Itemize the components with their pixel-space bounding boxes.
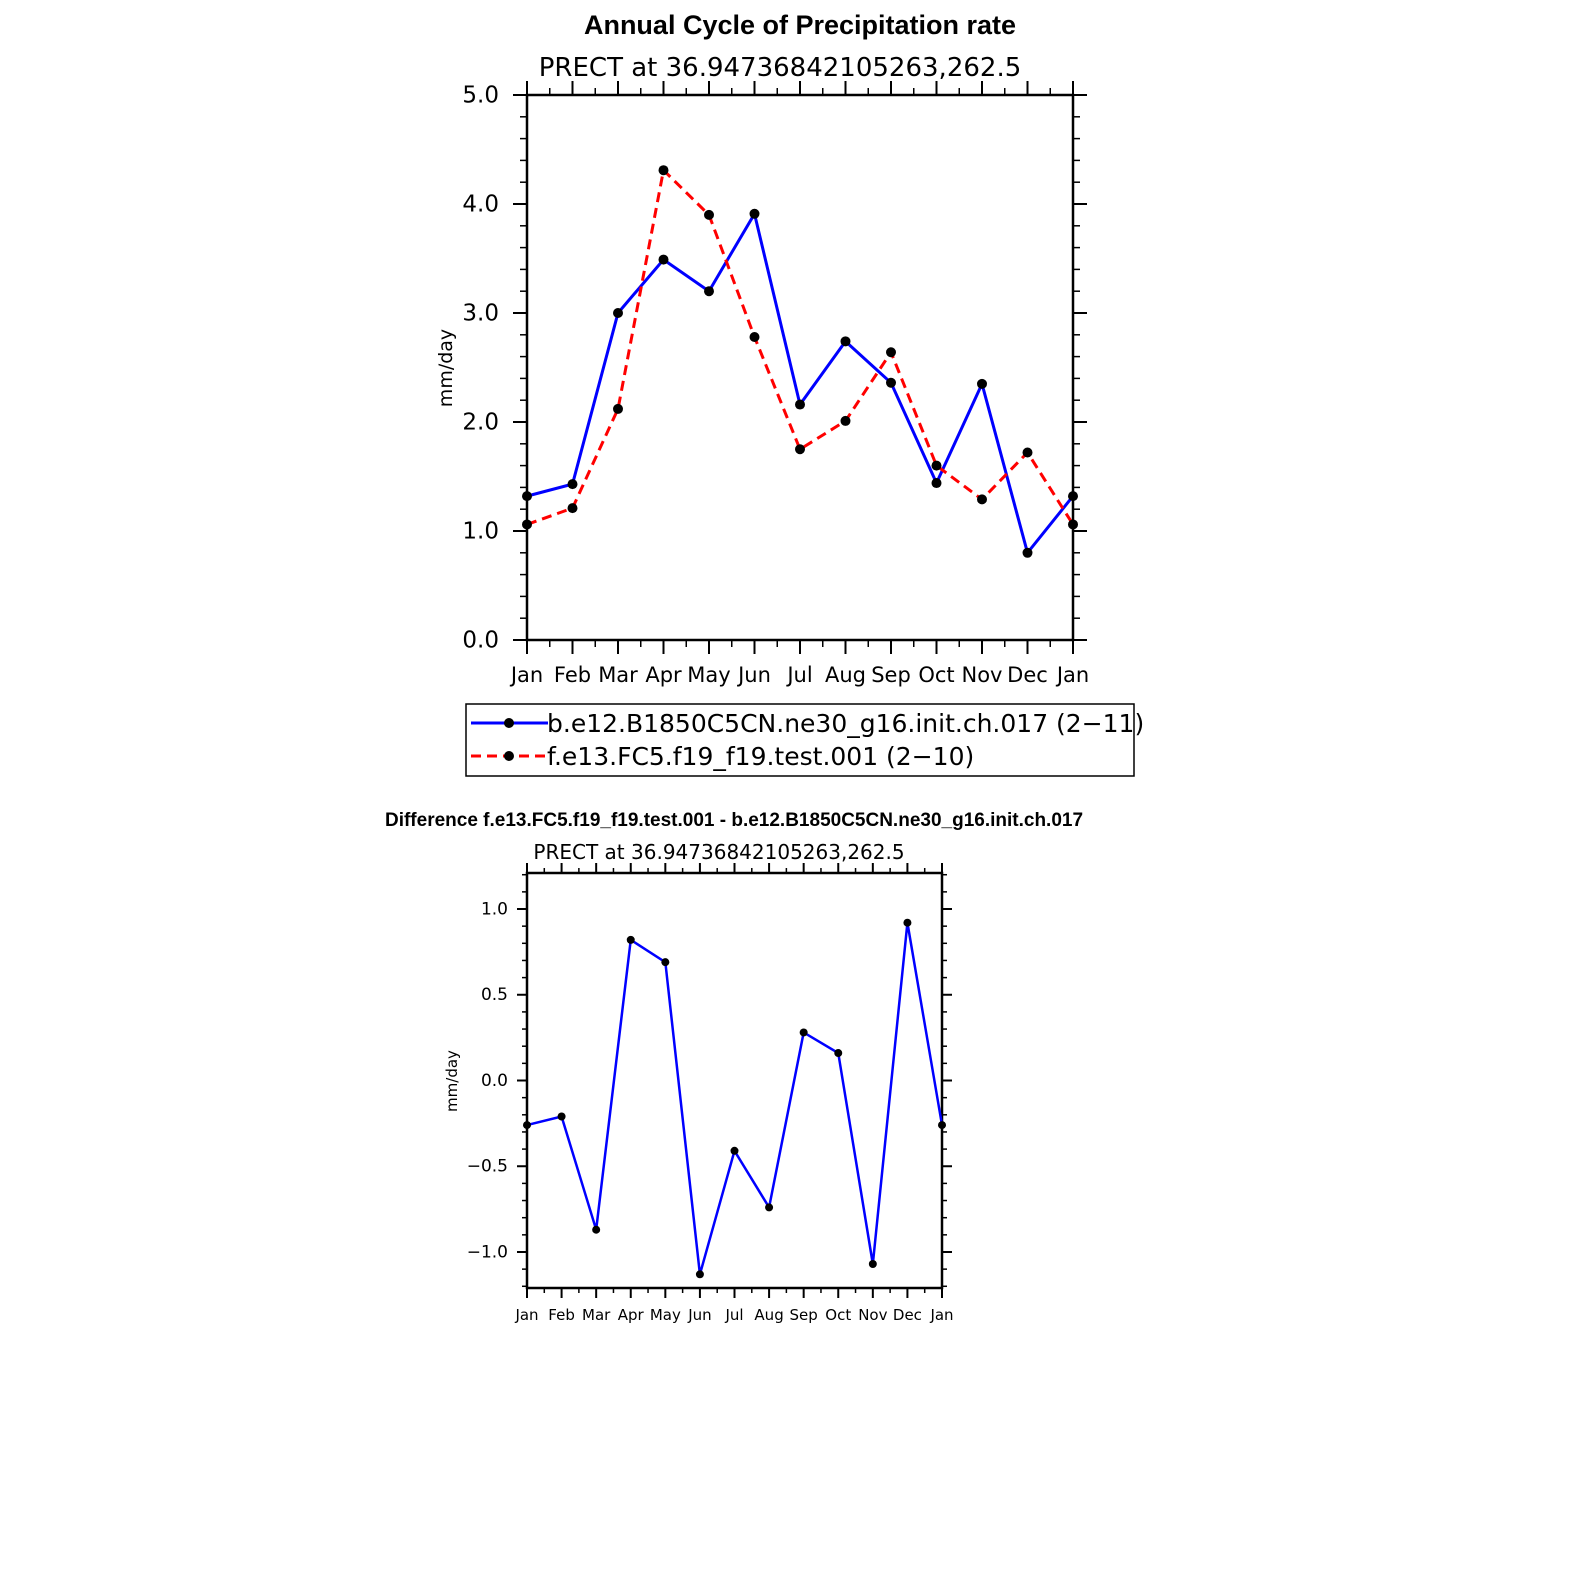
- bottom-xtick-label: Aug: [754, 1306, 783, 1324]
- top-frame: [525, 93, 1075, 642]
- top-series-1-point: [704, 286, 714, 297]
- top-ytick-label: 5.0: [462, 83, 499, 109]
- top-series-1-point: [931, 478, 942, 489]
- top-xtick-label: Jun: [736, 663, 771, 687]
- top-series-1-point: [795, 399, 805, 410]
- top-series-1-point: [1068, 491, 1078, 502]
- bottom-chart-ylabel: mm/day: [443, 1050, 461, 1112]
- bottom-series-1-point: [730, 1146, 739, 1155]
- top-series-1-point: [1022, 547, 1033, 558]
- bottom-xtick-label: May: [650, 1306, 681, 1324]
- top-xtick-label: Aug: [825, 663, 866, 687]
- top-series-2-point: [886, 347, 896, 358]
- top-ytick-label: 0.0: [462, 628, 499, 654]
- top-series-1-point: [977, 378, 987, 389]
- top-xtick-label: Oct: [918, 663, 954, 687]
- top-series-2-point: [658, 165, 669, 176]
- top-series-2-point: [977, 494, 987, 505]
- top-series-2-point: [1068, 519, 1078, 530]
- top-xtick-label: Sep: [871, 663, 911, 687]
- top-series-1-point: [658, 254, 669, 265]
- top-series-2-point: [567, 503, 578, 514]
- top-series-2-point: [931, 460, 942, 471]
- bottom-xtick-label: Apr: [618, 1306, 645, 1324]
- top-xtick-label: Feb: [554, 663, 591, 687]
- bottom-xtick-label: Nov: [858, 1306, 887, 1324]
- top-series-2-point: [522, 519, 532, 530]
- top-series-1-point: [749, 208, 760, 219]
- bottom-series-1-point: [903, 918, 912, 927]
- bottom-series-1-point: [592, 1225, 601, 1234]
- bottom-xtick-label: Jul: [724, 1306, 743, 1324]
- bottom-ytick-label: 0.0: [481, 1071, 508, 1091]
- top-series-1-line: [526, 209, 1075, 557]
- legend-label-series-1: b.e12.B1850C5CN.ne30_g16.init.ch.017 (2−…: [547, 709, 1144, 738]
- top-ytick-label: 1.0: [462, 519, 499, 545]
- bottom-plot-area: Jan Feb Mar Apr May Jun Jul Aug Sep Oct Nov Dec Jan −…: [467, 863, 954, 1324]
- bottom-ytick-label: −0.5: [467, 1157, 508, 1177]
- top-series-2-point: [1022, 447, 1033, 458]
- bottom-ytick-label: 1.0: [481, 899, 508, 919]
- top-series-1-point: [522, 491, 532, 502]
- bottom-xtick-label: Jan: [929, 1306, 953, 1324]
- top-ytick-label: 3.0: [462, 301, 499, 327]
- bottom-xtick-label: Sep: [790, 1306, 818, 1324]
- bottom-series-1-point: [626, 935, 635, 944]
- bottom-series-1-point: [765, 1203, 774, 1212]
- top-series-1-point: [613, 308, 623, 318]
- top-series-1-point: [886, 377, 896, 388]
- bottom-chart-subtitle: PRECT at 36.94736842105263,262.5: [533, 840, 904, 864]
- legend-swatch-marker-series-1: [504, 718, 514, 728]
- bottom-frame: [525, 871, 944, 1290]
- legend-swatch-marker-series-2: [504, 751, 514, 761]
- bottom-xtick-label: Oct: [825, 1306, 851, 1324]
- bottom-xtick-label: Feb: [548, 1306, 575, 1324]
- top-chart-subtitle: PRECT at 36.94736842105263,262.5: [539, 53, 1022, 83]
- bottom-xtick-label: Mar: [582, 1306, 611, 1324]
- legend: b.e12.B1850C5CN.ne30_g16.init.ch.017 (2−…: [465, 703, 1144, 777]
- bottom-xtick-label: Dec: [893, 1306, 922, 1324]
- top-series-2-point: [749, 331, 760, 342]
- bottom-xtick-label: Jan: [514, 1306, 538, 1324]
- top-xtick-label: Apr: [645, 663, 682, 687]
- top-series-2-point: [704, 209, 714, 220]
- top-series-1-point: [567, 479, 578, 490]
- top-series-1-point: [840, 336, 851, 347]
- bottom-ytick-label: 0.5: [481, 985, 508, 1005]
- top-xtick-label: May: [687, 663, 730, 687]
- top-xtick-label: Dec: [1007, 663, 1048, 687]
- legend-label-series-2: f.e13.FC5.f19_f19.test.001 (2−10): [547, 742, 974, 771]
- bottom-series-1-point: [695, 1270, 704, 1279]
- top-ytick-label: 2.0: [462, 410, 499, 436]
- bottom-series-1-point: [938, 1121, 946, 1130]
- bottom-series-1-point: [661, 958, 670, 967]
- top-series-2-point: [840, 415, 851, 426]
- bottom-series-1-point: [523, 1121, 531, 1130]
- top-series-2-point: [795, 444, 805, 455]
- bottom-series-1-point: [834, 1049, 843, 1058]
- top-chart-title: Annual Cycle of Precipitation rate: [584, 10, 1016, 40]
- bottom-ytick-label: −1.0: [467, 1242, 508, 1262]
- bottom-series-1-line: [526, 922, 944, 1275]
- top-xtick-label: Jan: [1055, 663, 1089, 687]
- bottom-series-1-point: [868, 1259, 877, 1268]
- bottom-series-1-point: [557, 1112, 566, 1121]
- top-chart-ylabel: mm/day: [435, 329, 457, 407]
- top-plot-area: Jan Feb Mar Apr May Jun Jul Aug Sep Oct Nov Dec Jan 0…: [462, 81, 1089, 687]
- bottom-xtick-label: Jun: [687, 1306, 711, 1324]
- bottom-series-1-point: [799, 1028, 808, 1037]
- bottom-chart-title: Difference f.e13.FC5.f19_f19.test.001 - …: [385, 810, 1083, 831]
- top-xtick-label: Mar: [598, 663, 638, 687]
- top-xtick-label: Jul: [785, 663, 812, 687]
- legend-box: [465, 703, 1135, 777]
- top-xtick-label: Jan: [509, 663, 543, 687]
- top-xtick-label: Nov: [962, 663, 1003, 687]
- top-ytick-label: 4.0: [462, 192, 499, 218]
- top-series-2-point: [613, 403, 623, 414]
